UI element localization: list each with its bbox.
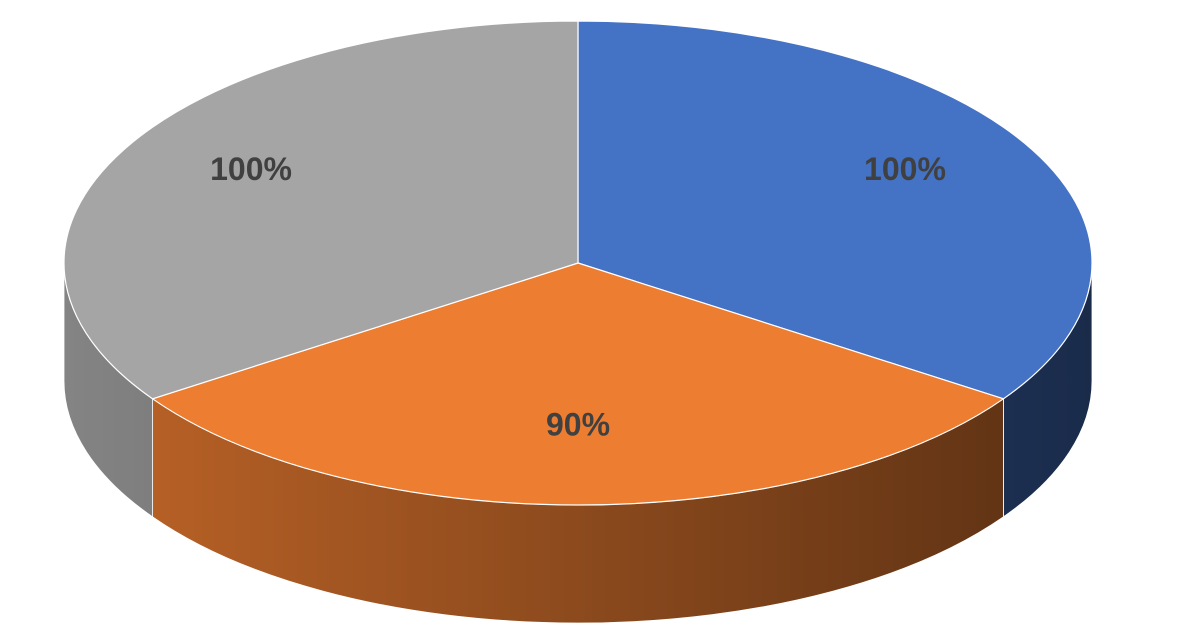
data-label: 100% xyxy=(864,151,946,187)
data-label: 90% xyxy=(546,407,610,443)
slice xyxy=(151,262,1005,506)
data-label: 100% xyxy=(210,151,292,187)
slice xyxy=(577,20,1093,400)
slice xyxy=(63,20,579,400)
